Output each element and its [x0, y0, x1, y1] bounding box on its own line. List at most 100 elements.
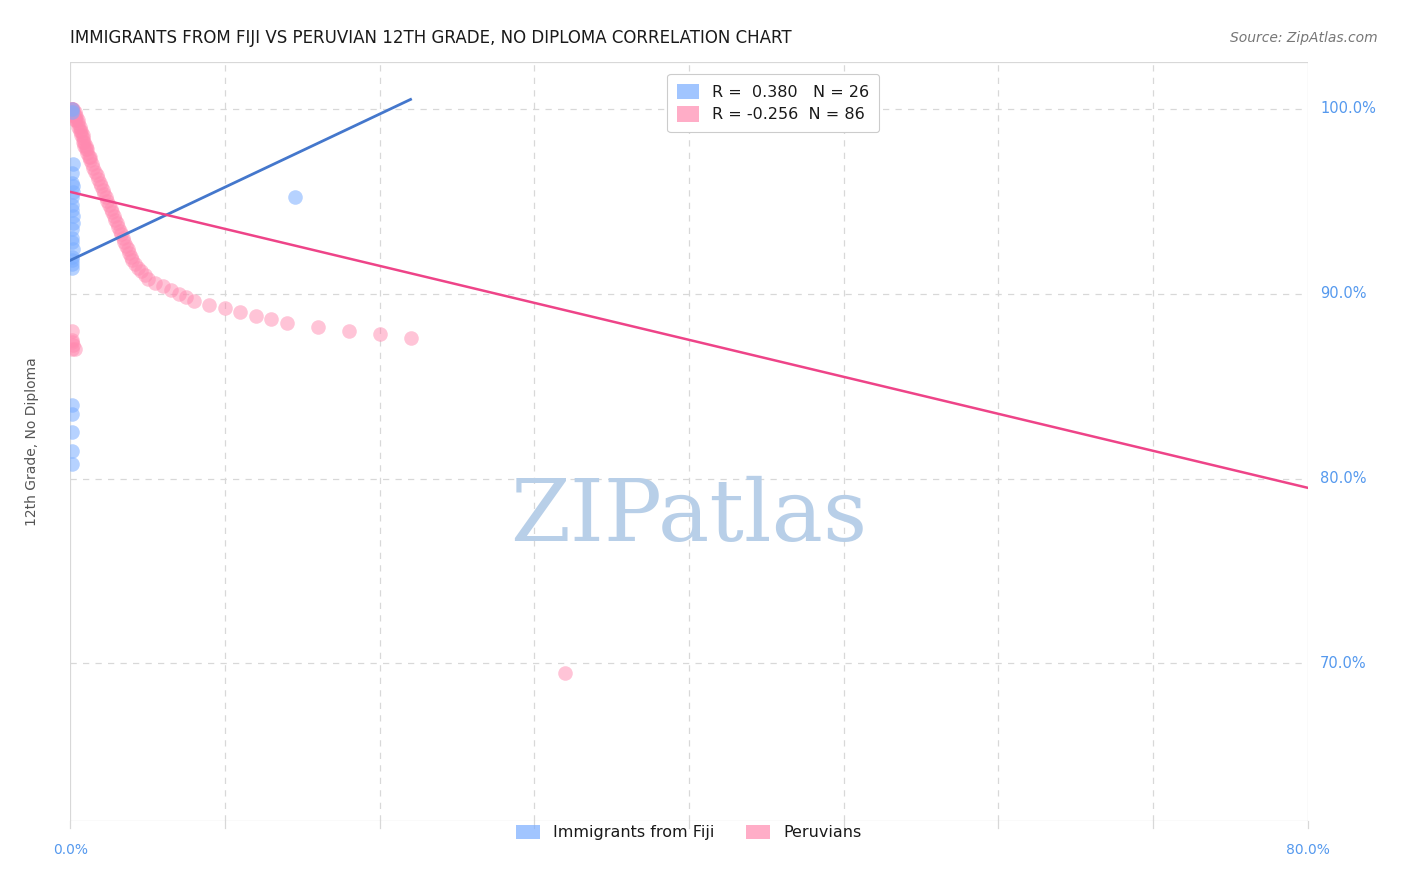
- Point: [62, 209, 84, 223]
- Text: 80.0%: 80.0%: [1320, 471, 1367, 486]
- Point: [69, 124, 91, 138]
- Text: 90.0%: 90.0%: [1320, 286, 1367, 301]
- Point: [75, 142, 97, 156]
- Point: [67, 116, 90, 130]
- Point: [60, 102, 83, 116]
- Point: [152, 279, 174, 293]
- Point: [72, 135, 94, 149]
- Point: [399, 331, 422, 345]
- Point: [62, 338, 84, 352]
- Point: [110, 227, 132, 242]
- Point: [60, 166, 83, 180]
- Point: [73, 135, 96, 149]
- Point: [124, 257, 146, 271]
- Point: [554, 665, 576, 680]
- Point: [65, 109, 87, 123]
- Point: [60, 398, 83, 412]
- Point: [117, 242, 139, 256]
- Point: [90, 179, 112, 194]
- Point: [79, 153, 101, 168]
- Point: [100, 202, 122, 216]
- Point: [198, 298, 221, 312]
- Point: [62, 216, 84, 230]
- Text: 0.0%: 0.0%: [53, 843, 87, 857]
- Point: [60, 102, 83, 116]
- Point: [108, 224, 131, 238]
- Point: [72, 128, 94, 142]
- Point: [60, 257, 83, 271]
- Point: [62, 242, 84, 256]
- Point: [60, 443, 83, 458]
- Point: [72, 131, 94, 145]
- Point: [60, 105, 83, 120]
- Point: [62, 179, 84, 194]
- Point: [127, 260, 149, 275]
- Point: [136, 272, 159, 286]
- Point: [63, 105, 86, 120]
- Point: [91, 183, 114, 197]
- Point: [276, 316, 298, 330]
- Point: [60, 102, 83, 116]
- Point: [105, 216, 128, 230]
- Point: [245, 309, 267, 323]
- Point: [60, 235, 83, 249]
- Point: [120, 250, 142, 264]
- Text: 80.0%: 80.0%: [1285, 843, 1330, 857]
- Point: [60, 222, 83, 236]
- Point: [114, 235, 135, 249]
- Point: [62, 102, 84, 116]
- Point: [70, 124, 93, 138]
- Point: [60, 334, 83, 349]
- Point: [131, 264, 153, 278]
- Text: 12th Grade, No Diploma: 12th Grade, No Diploma: [25, 357, 38, 526]
- Text: ZIPatlas: ZIPatlas: [510, 475, 868, 559]
- Point: [104, 212, 127, 227]
- Point: [60, 260, 83, 275]
- Point: [60, 105, 83, 120]
- Point: [63, 112, 86, 127]
- Point: [60, 203, 83, 218]
- Point: [89, 176, 111, 190]
- Point: [307, 319, 329, 334]
- Legend: Immigrants from Fiji, Peruvians: Immigrants from Fiji, Peruvians: [510, 818, 868, 847]
- Point: [134, 268, 156, 282]
- Point: [60, 176, 83, 190]
- Point: [60, 342, 83, 356]
- Point: [118, 246, 141, 260]
- Point: [65, 112, 87, 127]
- Point: [260, 312, 283, 326]
- Point: [60, 425, 83, 440]
- Point: [60, 253, 83, 268]
- Text: 100.0%: 100.0%: [1320, 101, 1376, 116]
- Point: [98, 198, 120, 212]
- Point: [86, 168, 108, 182]
- Point: [63, 109, 86, 123]
- Point: [96, 194, 118, 208]
- Text: Source: ZipAtlas.com: Source: ZipAtlas.com: [1230, 31, 1378, 45]
- Point: [87, 172, 110, 186]
- Point: [284, 190, 307, 204]
- Point: [60, 333, 83, 347]
- Point: [111, 231, 134, 245]
- Point: [174, 290, 197, 304]
- Point: [62, 105, 84, 120]
- Text: 70.0%: 70.0%: [1320, 656, 1367, 671]
- Point: [82, 161, 105, 175]
- Point: [93, 186, 115, 201]
- Point: [60, 457, 83, 471]
- Point: [69, 120, 91, 135]
- Point: [214, 301, 236, 316]
- Point: [60, 190, 83, 204]
- Point: [60, 198, 83, 212]
- Point: [368, 327, 391, 342]
- Point: [62, 157, 84, 171]
- Point: [121, 253, 143, 268]
- Point: [79, 150, 101, 164]
- Point: [167, 286, 190, 301]
- Point: [60, 324, 83, 338]
- Point: [60, 231, 83, 245]
- Point: [101, 205, 124, 219]
- Point: [60, 250, 83, 264]
- Point: [229, 305, 252, 319]
- Point: [80, 157, 103, 171]
